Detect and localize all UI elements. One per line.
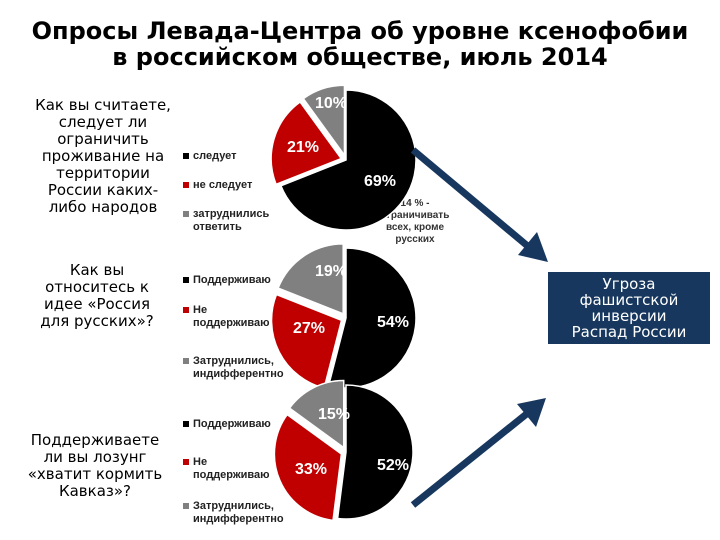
- question-line: ограничить: [57, 130, 149, 148]
- question-line: России каких-: [47, 181, 159, 199]
- question-line: следует ли: [58, 113, 148, 131]
- legend-text: Поддерживаю: [193, 418, 271, 430]
- legend-item: Не поддерживаю: [183, 304, 303, 330]
- question-line: Кавказ»?: [58, 482, 132, 500]
- pie-value-label: 27%: [293, 320, 325, 337]
- question-line: ли вы лозунг: [43, 448, 147, 466]
- threat-line: Распад России: [571, 323, 687, 341]
- pie-slice: [279, 89, 417, 231]
- threat-line: инверсии: [591, 307, 667, 325]
- note-line: всех, кроме: [385, 222, 445, 233]
- legend-text: поддерживаю: [193, 469, 270, 481]
- arrow-head: [517, 398, 546, 427]
- pie-value-label: 15%: [318, 406, 350, 423]
- legend-text: Затруднились,: [193, 500, 274, 512]
- threat-line: фашистской: [579, 291, 679, 309]
- legend-item: следует: [183, 150, 303, 163]
- arrow-shaft: [410, 409, 532, 508]
- threat-box: Угроза фашистской инверсии Распад России: [548, 272, 710, 344]
- question-line: для русских»?: [40, 312, 154, 330]
- legend-item: Затруднились, индифферентно: [183, 355, 303, 381]
- legend-swatch: [183, 153, 189, 159]
- question-2: Как вы относитесь к идее «Россия для рус…: [12, 262, 182, 330]
- question-line: идее «Россия: [43, 295, 150, 313]
- legend-text: Поддерживаю: [193, 274, 271, 286]
- legend-swatch: [183, 307, 189, 313]
- page-title: Опросы Левада-Центра об уровне ксенофоби…: [0, 18, 720, 70]
- question-line: относитесь к: [45, 278, 149, 296]
- arrow-head: [518, 232, 548, 262]
- pie-slice: [273, 413, 343, 522]
- pie-slice: [270, 293, 343, 389]
- legend-item: затруднились ответить: [183, 208, 303, 234]
- pie-slice: [288, 379, 345, 450]
- pie-charts: 69% 21% 10% 54% 27% 19% 52% 33% 15%: [270, 84, 417, 522]
- arrow-down: [410, 147, 548, 262]
- pie-value-label: 19%: [315, 263, 347, 280]
- legend-item: Затруднились, индифферентно: [183, 500, 303, 526]
- legend-item: Поддерживаю: [183, 418, 303, 431]
- legend-swatch: [183, 277, 189, 283]
- legend-swatch: [183, 503, 189, 509]
- pie-slice: [302, 84, 346, 158]
- pie-value-label: 33%: [295, 461, 327, 478]
- pie-value-label: 52%: [377, 457, 409, 474]
- question-line: Поддерживаете: [30, 431, 160, 449]
- title-line-1: Опросы Левада-Центра об уровне ксенофоби…: [31, 17, 689, 45]
- legend-item: не следует: [183, 179, 303, 192]
- legend-swatch: [183, 421, 189, 427]
- legend-text: поддерживаю: [193, 317, 270, 329]
- note-line: ограничивать: [380, 210, 450, 221]
- question-line: Как вы: [69, 261, 125, 279]
- legend-text: индифферентно: [193, 368, 284, 380]
- legend-text: не следует: [193, 179, 253, 191]
- arrow-shaft: [410, 147, 533, 251]
- question-line: проживание на: [41, 147, 165, 165]
- title-line-2: в российском обществе, июль 2014: [112, 43, 608, 71]
- pie-slice: [277, 243, 344, 315]
- legend-item: Не поддерживаю: [183, 456, 303, 482]
- legend-text: Не: [193, 456, 208, 468]
- note-line: 14 % -: [400, 198, 430, 209]
- pie-value-label: 69%: [364, 173, 396, 190]
- legend-swatch: [183, 459, 189, 465]
- legend-text: индифферентно: [193, 513, 284, 525]
- question-3: Поддерживаете ли вы лозунг «хватит корми…: [10, 432, 180, 500]
- legend-text: затруднились: [193, 208, 270, 220]
- question-line: либо народов: [48, 198, 158, 216]
- question-1: Как вы считаете, следует ли ограничить п…: [18, 97, 188, 216]
- note-annotation: 14 % - ограничивать всех, кроме русских: [380, 198, 450, 246]
- legend-text: ответить: [193, 221, 242, 233]
- question-line: «хватит кормить: [27, 465, 163, 483]
- question-line: Как вы считаете,: [35, 96, 171, 114]
- pie-slice: [336, 384, 414, 520]
- threat-line: Угроза: [602, 275, 656, 293]
- arrow-up: [410, 398, 546, 508]
- legend-text: Затруднились,: [193, 355, 274, 367]
- legend-text: Не: [193, 304, 208, 316]
- legend-item: Поддерживаю: [183, 274, 303, 287]
- question-line: территории: [56, 164, 150, 182]
- legend-text: следует: [193, 150, 237, 162]
- pie-value-label: 54%: [377, 314, 409, 331]
- legend-swatch: [183, 358, 189, 364]
- pie-slice: [270, 100, 343, 186]
- note-line: русских: [395, 234, 435, 245]
- legend-swatch: [183, 182, 189, 188]
- pie-value-label: 21%: [287, 139, 319, 156]
- pie-value-label: 10%: [315, 95, 347, 112]
- legend-swatch: [183, 211, 189, 217]
